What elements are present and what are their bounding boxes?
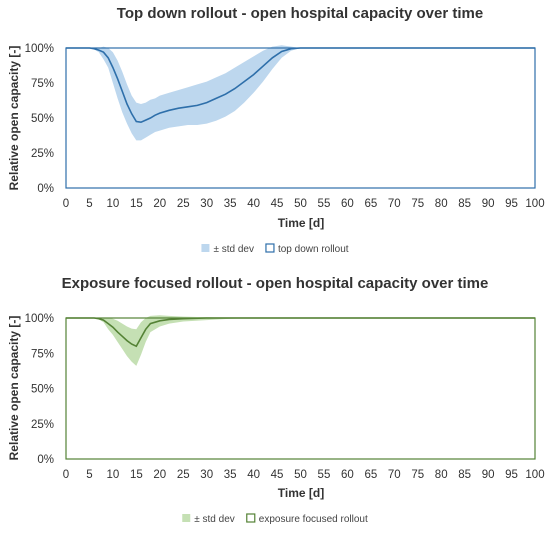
- x-tick-label: 65: [364, 198, 377, 210]
- chart-title: Exposure focused rollout - open hospital…: [62, 275, 489, 292]
- x-tick-label: 60: [341, 198, 354, 210]
- x-tick-label: 35: [224, 198, 237, 210]
- x-tick-label: 15: [130, 198, 143, 210]
- y-tick-label: 100%: [25, 43, 54, 55]
- x-tick-label: 20: [153, 469, 166, 481]
- y-tick-labels: 0% 25% 50% 75% 100%: [25, 313, 54, 466]
- x-tick-label: 10: [107, 469, 120, 481]
- legend-entry-std-dev: ± std dev: [194, 514, 235, 525]
- legend-entry-series: top down rollout: [278, 244, 349, 255]
- x-tick-label: 40: [247, 469, 260, 481]
- x-tick-label: 5: [86, 198, 92, 210]
- x-tick-label: 20: [153, 198, 166, 210]
- std-dev-band: [66, 45, 535, 141]
- x-tick-labels: 0 5 10 15 20 25 30 35 40 45 50 55 60 65 70 75 80 85 90 95 10…: [63, 198, 545, 210]
- x-tick-label: 65: [364, 469, 377, 481]
- x-tick-label: 90: [482, 469, 495, 481]
- y-tick-label: 100%: [25, 313, 54, 325]
- x-tick-label: 10: [107, 198, 120, 210]
- y-tick-label: 75%: [31, 78, 54, 90]
- plot-frame: [65, 47, 536, 189]
- x-tick-label: 25: [177, 469, 190, 481]
- x-axis-title: Time [d]: [278, 216, 324, 230]
- x-tick-label: 100: [525, 198, 544, 210]
- y-tick-label: 75%: [31, 348, 54, 360]
- y-tick-label: 25%: [31, 419, 54, 431]
- legend-band-swatch: [201, 244, 210, 252]
- x-tick-label: 45: [271, 198, 284, 210]
- y-tick-label: 25%: [31, 148, 54, 160]
- x-tick-label: 80: [435, 469, 448, 481]
- chart-title: Top down rollout - open hospital capacit…: [117, 5, 483, 22]
- x-tick-label: 90: [482, 198, 495, 210]
- y-tick-label: 50%: [31, 384, 54, 396]
- x-tick-label: 70: [388, 198, 401, 210]
- y-tick-label: 0%: [37, 454, 54, 466]
- chart-exposure-focused: Exposure focused rollout - open hospital…: [7, 275, 545, 525]
- legend-entry-std-dev: ± std dev: [213, 244, 254, 255]
- x-tick-label: 95: [505, 198, 518, 210]
- x-tick-label: 100: [525, 469, 544, 481]
- x-tick-label: 70: [388, 469, 401, 481]
- legend-entry-series: exposure focused rollout: [259, 514, 368, 525]
- std-dev-band: [66, 315, 535, 366]
- legend-line-swatch: [265, 243, 275, 253]
- x-tick-label: 0: [63, 469, 69, 481]
- x-tick-label: 75: [411, 198, 424, 210]
- x-tick-label: 50: [294, 469, 307, 481]
- y-axis-title: Relative open capacity [-]: [7, 46, 21, 191]
- x-tick-label: 95: [505, 469, 518, 481]
- x-tick-label: 45: [271, 469, 284, 481]
- chart-top-down: Top down rollout - open hospital capacit…: [7, 5, 545, 255]
- x-tick-label: 0: [63, 198, 69, 210]
- x-tick-label: 35: [224, 469, 237, 481]
- y-tick-label: 0%: [37, 183, 54, 195]
- legend-line-swatch: [246, 513, 256, 523]
- legend: ± std dev top down rollout: [201, 243, 349, 255]
- x-tick-label: 85: [458, 198, 471, 210]
- y-axis-title: Relative open capacity [-]: [7, 316, 21, 461]
- x-axis-title: Time [d]: [278, 486, 324, 500]
- x-tick-label: 15: [130, 469, 143, 481]
- x-tick-label: 25: [177, 198, 190, 210]
- x-tick-label: 55: [318, 198, 331, 210]
- x-tick-label: 75: [411, 469, 424, 481]
- series-line: [66, 47, 535, 124]
- x-tick-label: 5: [86, 469, 92, 481]
- plot-frame: [65, 317, 536, 460]
- x-tick-labels: 0 5 10 15 20 25 30 35 40 45 50 55 60 65 70 75 80 85 90 95 10…: [63, 469, 545, 481]
- x-tick-label: 55: [318, 469, 331, 481]
- y-tick-labels: 0% 25% 50% 75% 100%: [25, 43, 54, 195]
- x-tick-label: 40: [247, 198, 260, 210]
- x-tick-label: 50: [294, 198, 307, 210]
- x-tick-label: 60: [341, 469, 354, 481]
- legend-band-swatch: [182, 514, 191, 522]
- legend: ± std dev exposure focused rollout: [182, 513, 368, 525]
- x-tick-label: 85: [458, 469, 471, 481]
- y-tick-label: 50%: [31, 113, 54, 125]
- x-tick-label: 30: [200, 198, 213, 210]
- x-tick-label: 30: [200, 469, 213, 481]
- x-tick-label: 80: [435, 198, 448, 210]
